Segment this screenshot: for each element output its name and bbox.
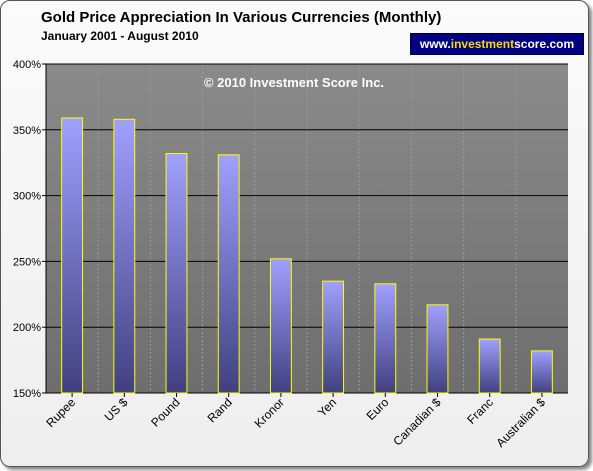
x-tick-label: US $ (102, 395, 131, 424)
y-tick-label: 400% (13, 59, 41, 71)
bar (374, 283, 397, 394)
bar (322, 280, 345, 394)
chart-subtitle: January 2001 - August 2010 (41, 29, 199, 43)
x-tick-label: Euro (364, 395, 392, 423)
x-tick-label: Pound (148, 395, 182, 429)
bar (530, 350, 553, 394)
chart-title: Gold Price Appreciation In Various Curre… (41, 9, 442, 26)
bar (478, 338, 501, 394)
y-tick-label: 350% (13, 125, 41, 137)
website-suffix: score.com (514, 37, 575, 51)
bar (217, 154, 240, 394)
x-tick-label: Yen (315, 395, 339, 419)
bar (165, 152, 188, 394)
website-badge[interactable]: www.investmentscore.com (410, 33, 584, 55)
x-tick-label: Canadian $ (390, 395, 444, 449)
bar (61, 117, 84, 394)
bar (426, 304, 449, 394)
x-tick-label: Rupee (43, 395, 78, 430)
website-highlight: investment (450, 37, 515, 51)
bar (113, 118, 136, 394)
website-prefix: www. (419, 37, 451, 51)
x-tick-label: Franc (464, 395, 496, 427)
y-tick-label: 300% (13, 191, 41, 203)
x-tick-label: Kronor (252, 395, 287, 430)
bar (269, 258, 292, 394)
x-tick-label: Australian $ (493, 395, 548, 450)
copyright-annotation: © 2010 Investment Score Inc. (204, 75, 384, 90)
y-tick-label: 200% (13, 322, 41, 334)
y-tick-label: 250% (13, 256, 41, 268)
y-tick-label: 150% (13, 388, 41, 400)
x-tick-label: Rand (205, 395, 235, 425)
